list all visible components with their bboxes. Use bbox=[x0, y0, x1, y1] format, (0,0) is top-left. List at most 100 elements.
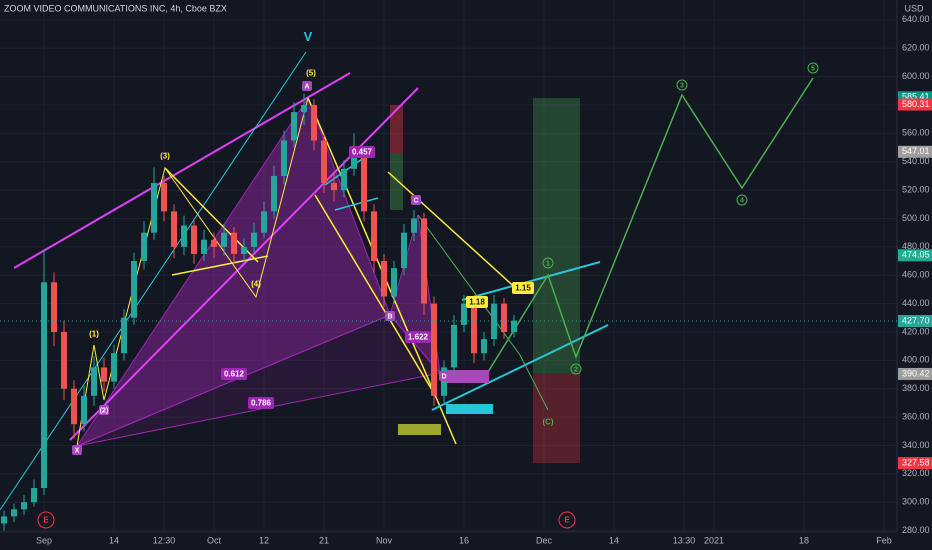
point-badge bbox=[385, 311, 395, 321]
candle-body bbox=[261, 211, 267, 233]
wave-circle bbox=[570, 363, 582, 375]
candle-body bbox=[411, 218, 417, 233]
candle-body bbox=[441, 367, 447, 396]
candle-body bbox=[121, 317, 127, 354]
candle-body bbox=[471, 303, 477, 354]
wave-circle bbox=[807, 62, 819, 74]
y-tick-label: 540.00 bbox=[902, 156, 930, 166]
annotation: 1.622 bbox=[408, 333, 429, 342]
candle-body bbox=[491, 303, 497, 340]
drawings bbox=[0, 51, 814, 511]
annotation: 1.18 bbox=[469, 298, 485, 307]
point-badge bbox=[439, 371, 449, 381]
candle-body bbox=[151, 183, 157, 233]
trend-line bbox=[0, 51, 307, 511]
ratio-badge bbox=[405, 331, 431, 343]
y-tick-label: 400.00 bbox=[902, 355, 930, 365]
annotation: (3) bbox=[160, 152, 170, 161]
annotation: B bbox=[387, 313, 392, 320]
trend-line bbox=[431, 324, 609, 411]
annotation: (C) bbox=[542, 418, 553, 427]
wave-circle bbox=[542, 257, 554, 269]
x-tick-label: Sep bbox=[36, 535, 52, 545]
zone-box bbox=[398, 424, 441, 435]
candle-body bbox=[131, 261, 137, 318]
annotation: 3 bbox=[680, 82, 684, 89]
currency: USD bbox=[904, 3, 924, 13]
trend-line bbox=[461, 261, 601, 301]
annotation: 4 bbox=[740, 197, 744, 204]
candle-body bbox=[141, 232, 147, 262]
x-tick-label: Feb bbox=[876, 535, 892, 545]
y-tick-label: 420.00 bbox=[902, 326, 930, 336]
candle-body bbox=[181, 225, 187, 247]
y-tick-label: 300.00 bbox=[902, 497, 930, 507]
wave-circle bbox=[558, 511, 576, 529]
ratio-badge bbox=[512, 282, 534, 294]
short-loss-zone bbox=[390, 105, 403, 153]
price-tag-label: 390.42 bbox=[902, 368, 930, 378]
candle-body bbox=[291, 112, 297, 141]
y-tick-label: 640.00 bbox=[902, 14, 930, 24]
point-badge bbox=[72, 445, 82, 455]
wave-circle bbox=[736, 194, 748, 206]
point-badge bbox=[99, 405, 109, 415]
trend-line bbox=[334, 197, 379, 211]
candle-body bbox=[21, 502, 27, 510]
zone-box bbox=[446, 404, 493, 414]
candle-body bbox=[41, 282, 47, 489]
x-tick-label: 21 bbox=[319, 535, 329, 545]
annotation: (5) bbox=[306, 69, 316, 78]
wave-circle bbox=[37, 511, 55, 529]
candle-body bbox=[171, 211, 177, 247]
price-tag-label: 547.01 bbox=[902, 146, 930, 156]
x-tick-label: 2021 bbox=[704, 535, 724, 545]
annotation: 2 bbox=[574, 366, 578, 373]
ratio-badge bbox=[221, 368, 247, 380]
y-tick-label: 340.00 bbox=[902, 440, 930, 450]
price-tag bbox=[898, 367, 932, 380]
candle-body bbox=[451, 324, 457, 368]
point-badge bbox=[411, 195, 421, 205]
candle-body bbox=[201, 239, 207, 254]
trend-line bbox=[164, 167, 259, 263]
candle-body bbox=[71, 388, 77, 425]
x-tick-label: 18 bbox=[799, 535, 809, 545]
x-tick-label: 12:30 bbox=[153, 535, 176, 545]
annotation: (2) bbox=[100, 407, 109, 414]
annotation: (1) bbox=[89, 330, 99, 339]
annotation: (4) bbox=[251, 280, 261, 289]
candle-body bbox=[91, 367, 97, 396]
harmonic-xbd bbox=[76, 314, 441, 447]
long-profit-zone bbox=[533, 98, 580, 373]
y-tick-label: 560.00 bbox=[902, 128, 930, 138]
y-tick-label: 380.00 bbox=[902, 383, 930, 393]
x-tick-label: Nov bbox=[376, 535, 393, 545]
annotation: E bbox=[564, 516, 570, 525]
candle-body bbox=[61, 331, 67, 389]
candle-body bbox=[421, 218, 427, 304]
projection-path bbox=[487, 77, 814, 373]
candle-body bbox=[31, 488, 37, 503]
projection-path bbox=[417, 214, 549, 411]
y-tick-label: 280.00 bbox=[902, 525, 930, 535]
price-tag bbox=[898, 145, 932, 158]
candle-body bbox=[231, 232, 237, 254]
annotation: C bbox=[413, 197, 418, 204]
price-tag-label: 474.05 bbox=[902, 250, 930, 260]
annotation: 5 bbox=[811, 65, 815, 72]
candle-body bbox=[381, 261, 387, 297]
price-tag bbox=[898, 249, 932, 262]
candle-body bbox=[11, 509, 17, 517]
wave-circle bbox=[676, 79, 688, 91]
candle-body bbox=[191, 225, 197, 254]
candle-body bbox=[111, 353, 117, 382]
trend-line bbox=[314, 194, 436, 396]
price-tag-label: 580.31 bbox=[902, 99, 930, 109]
candle-body bbox=[221, 232, 227, 247]
long-loss-zone bbox=[533, 373, 580, 463]
annotation: 0.786 bbox=[251, 399, 272, 408]
ratio-badge bbox=[349, 146, 375, 158]
candle-body bbox=[351, 154, 357, 169]
short-profit-zone bbox=[390, 153, 403, 210]
